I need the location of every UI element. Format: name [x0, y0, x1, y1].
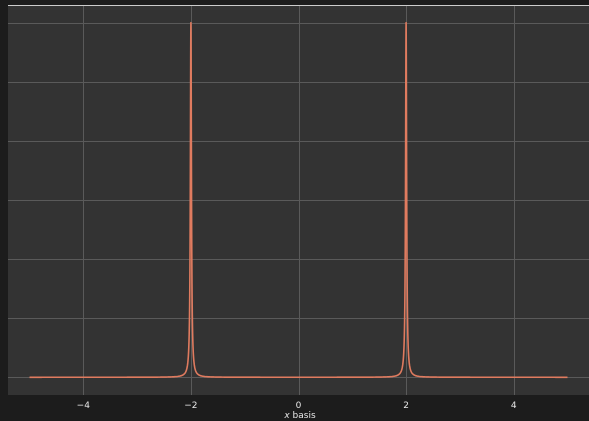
x-tick-label-2: 0	[296, 401, 302, 411]
x-tick-label-4: 4	[511, 401, 517, 411]
x-axis-label: x basis	[283, 411, 316, 421]
x-tick-label-1: −2	[184, 401, 197, 411]
x-tick-label-0: −4	[77, 401, 91, 411]
x-tick-label-3: 2	[403, 401, 409, 411]
series-line-0	[29, 21, 568, 379]
x-tick-labels: −4 −2 0 2 4	[77, 401, 517, 411]
series-layer	[29, 21, 568, 379]
